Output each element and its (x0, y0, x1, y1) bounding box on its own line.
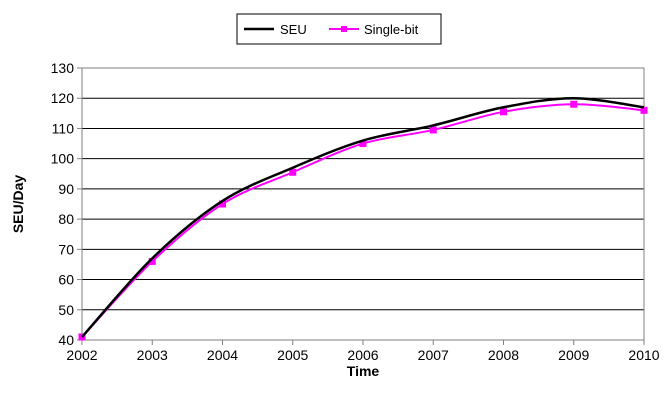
data-point-single-bit (289, 168, 297, 176)
x-tick-label: 2003 (137, 347, 168, 363)
x-tick-label: 2009 (558, 347, 589, 363)
chart-legend: SEU Single-bit (236, 13, 442, 45)
series-line-single-bit (81, 103, 645, 338)
y-tick-label: 60 (58, 272, 74, 288)
y-tick-label: 40 (58, 332, 74, 348)
x-tick-label: 2002 (66, 347, 97, 363)
data-point-single-bit (219, 200, 226, 208)
x-tick-label: 2007 (418, 347, 449, 363)
y-tick-label: 50 (58, 302, 74, 318)
data-point-single-bit (359, 140, 367, 148)
y-tick-label: 110 (52, 120, 75, 136)
y-tick-label: 100 (51, 151, 75, 167)
x-tick-label: 2006 (347, 347, 378, 363)
legend-label-seu: SEU (280, 22, 307, 37)
y-tick-label: 130 (51, 60, 75, 76)
y-tick-label: 90 (58, 181, 74, 197)
x-tick-label: 2004 (207, 347, 238, 363)
x-tick-label: 2010 (628, 347, 659, 363)
y-axis-title: SEU/Day (10, 175, 26, 234)
y-tick-label: 120 (51, 90, 75, 106)
data-point-single-bit (148, 257, 156, 265)
plot-area-border (81, 67, 645, 341)
data-point-single-bit (429, 126, 437, 134)
series-line-seu (81, 96, 645, 338)
x-tick-label: 2008 (488, 347, 519, 363)
y-tick-label: 80 (58, 211, 74, 227)
y-tick-label: 70 (58, 241, 74, 257)
legend-label-single-bit: Single-bit (364, 22, 419, 37)
x-axis-ticks: 2002 2003 2004 2005 2006 2007 2008 2009 2010 (66, 340, 660, 363)
series-group (78, 96, 648, 341)
y-axis-ticks: 40 50 60 70 80 90 100 110 120 130 (51, 60, 82, 348)
legend-marker-single-bit (341, 26, 347, 32)
data-point-single-bit (570, 100, 578, 108)
x-axis-title: Time (347, 363, 380, 379)
data-point-single-bit (500, 108, 507, 116)
x-tick-label: 2005 (277, 347, 308, 363)
data-point-single-bit (640, 106, 648, 114)
gridlines (82, 97, 644, 311)
